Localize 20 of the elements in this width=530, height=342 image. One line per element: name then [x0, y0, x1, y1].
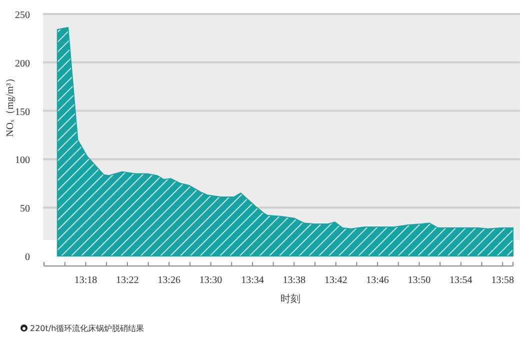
x-tick-label: 13:50	[408, 275, 431, 286]
x-axis-title: 时刻	[280, 293, 300, 305]
x-tick-label: 13:22	[116, 275, 139, 286]
y-axis-title: NOₓ（mg/m³）	[5, 73, 16, 137]
x-tick-label: 13:38	[282, 275, 306, 286]
y-tick-label: 100	[15, 155, 30, 166]
x-tick-label: 13:42	[324, 275, 348, 286]
y-tick-label: 0	[25, 252, 30, 263]
y-tick-label: 250	[15, 10, 30, 21]
text: 220t/h循环流化床锅炉脱硝结果	[30, 324, 144, 333]
x-tick-label: 13:46	[366, 275, 389, 286]
x-tick-label: 13:30	[199, 275, 222, 286]
x-tick-label: 13:18	[74, 275, 98, 286]
x-tick-label: 13:26	[158, 275, 180, 286]
x-tick-label: 13:54	[450, 275, 472, 286]
y-tick-label: 150	[15, 106, 30, 118]
x-tick-label: 13:34	[241, 275, 264, 286]
y-tick-label: 200	[15, 58, 30, 70]
y-tick-label: 50	[20, 204, 30, 215]
x-tick-label: 13:58	[491, 275, 514, 286]
